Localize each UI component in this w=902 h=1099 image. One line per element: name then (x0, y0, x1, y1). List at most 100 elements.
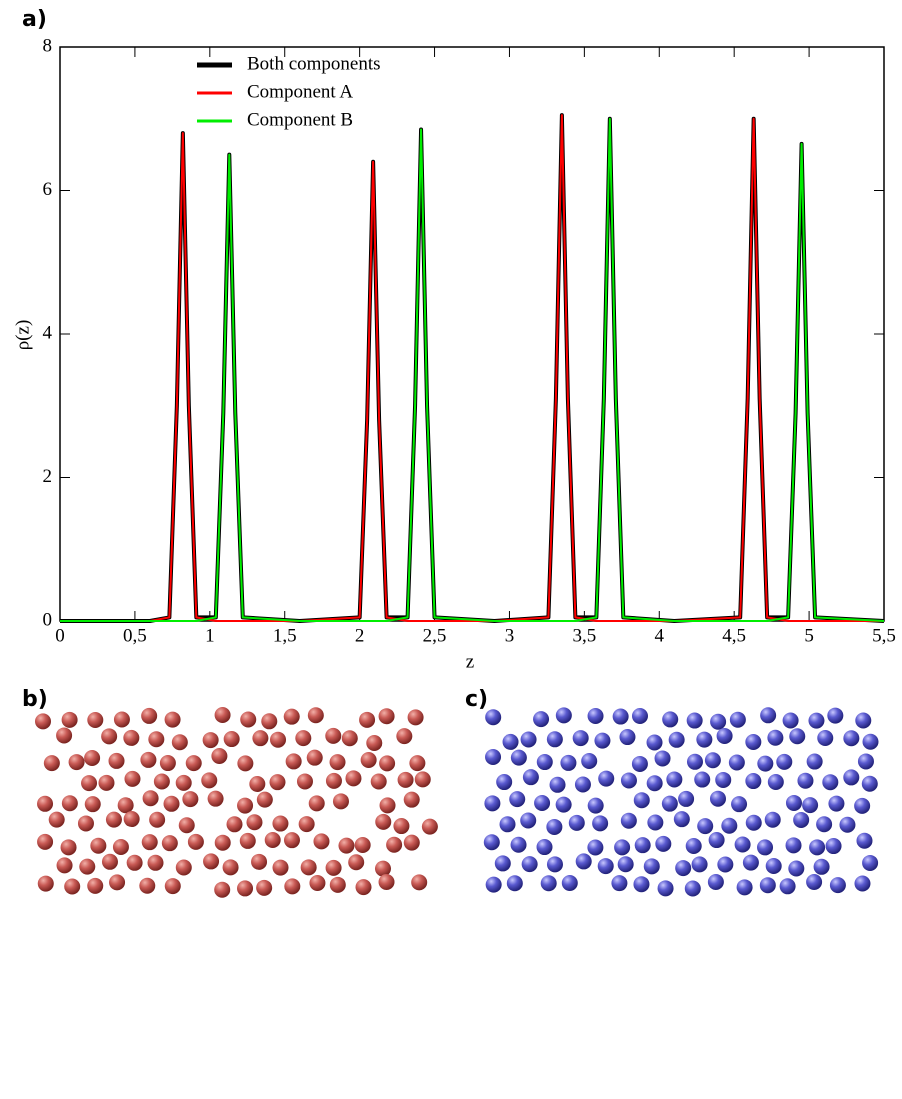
sphere (222, 859, 239, 876)
sphere (862, 854, 879, 871)
sphere (697, 818, 714, 835)
sphere (60, 839, 77, 856)
sphere (397, 771, 414, 788)
sphere (575, 853, 592, 870)
sphere (704, 752, 721, 769)
sphere (767, 729, 784, 746)
sphere (485, 748, 502, 765)
sphere (370, 773, 387, 790)
sphere (153, 773, 170, 790)
sphere (661, 795, 678, 812)
sphere (765, 857, 782, 874)
sphere (261, 713, 278, 730)
sphere (379, 797, 396, 814)
sphere (35, 713, 52, 730)
sphere (708, 832, 725, 849)
sphere (87, 877, 104, 894)
sphere (785, 794, 802, 811)
sphere (560, 754, 577, 771)
sphere (598, 770, 615, 787)
sphere (533, 711, 550, 728)
sphere (345, 770, 362, 787)
sphere (159, 755, 176, 772)
sphere (633, 792, 650, 809)
sphere (757, 839, 774, 856)
sphere (264, 832, 281, 849)
series-line (60, 117, 885, 622)
sphere (101, 853, 118, 870)
sphere (709, 790, 726, 807)
sphere (164, 711, 181, 728)
sphere (707, 874, 724, 891)
sphere (117, 797, 134, 814)
sphere (149, 811, 166, 828)
series-line (60, 114, 884, 622)
sphere (68, 754, 85, 771)
x-tick-label: 5,5 (872, 625, 896, 646)
sphere (214, 881, 231, 898)
sphere (759, 877, 776, 894)
sphere (214, 834, 231, 851)
sphere (256, 791, 273, 808)
sphere (828, 795, 845, 812)
sphere (760, 707, 777, 724)
sphere (163, 795, 180, 812)
sphere (378, 874, 395, 891)
sphere (813, 858, 830, 875)
x-tick-label: 5 (804, 625, 814, 646)
sphere (620, 812, 637, 829)
sphere (283, 832, 300, 849)
sphere (782, 712, 799, 729)
sphere (691, 856, 708, 873)
sphere (587, 707, 604, 724)
sphere (272, 859, 289, 876)
sphere (325, 772, 342, 789)
x-tick-label: 1 (205, 625, 215, 646)
sphere (201, 772, 218, 789)
sphere (546, 731, 563, 748)
x-tick-label: 3 (505, 625, 515, 646)
panel-label: c) (465, 687, 488, 712)
sphere (109, 874, 126, 891)
sphere (251, 853, 268, 870)
sphere (619, 729, 636, 746)
sphere (612, 708, 629, 725)
sphere (207, 790, 224, 807)
sphere (767, 773, 784, 790)
sphere (797, 772, 814, 789)
sphere (520, 731, 537, 748)
sphere (112, 838, 129, 855)
sphere (325, 727, 342, 744)
sphere (140, 751, 157, 768)
sphere (572, 730, 589, 747)
sphere (61, 711, 78, 728)
sphere (684, 880, 701, 897)
sphere (313, 833, 330, 850)
sphere (496, 774, 513, 791)
sphere (510, 836, 527, 853)
sphere (673, 811, 690, 828)
sphere (87, 712, 104, 729)
sphere (414, 771, 431, 788)
sphere (187, 833, 204, 850)
sphere (101, 728, 118, 745)
sphere (764, 811, 781, 828)
sphere (161, 835, 178, 852)
sphere (141, 707, 158, 724)
x-tick-label: 4 (655, 625, 665, 646)
sphere (77, 815, 94, 832)
sphere (509, 791, 526, 808)
sphere (48, 811, 65, 828)
sphere (338, 837, 355, 854)
sphere (686, 712, 703, 729)
sphere (164, 878, 181, 895)
sphere (655, 835, 672, 852)
sphere (374, 860, 391, 877)
x-tick-label: 4,5 (722, 625, 746, 646)
sphere (252, 730, 269, 747)
sphere (246, 814, 263, 831)
sphere (587, 797, 604, 814)
sphere (148, 731, 165, 748)
sphere (555, 707, 572, 724)
